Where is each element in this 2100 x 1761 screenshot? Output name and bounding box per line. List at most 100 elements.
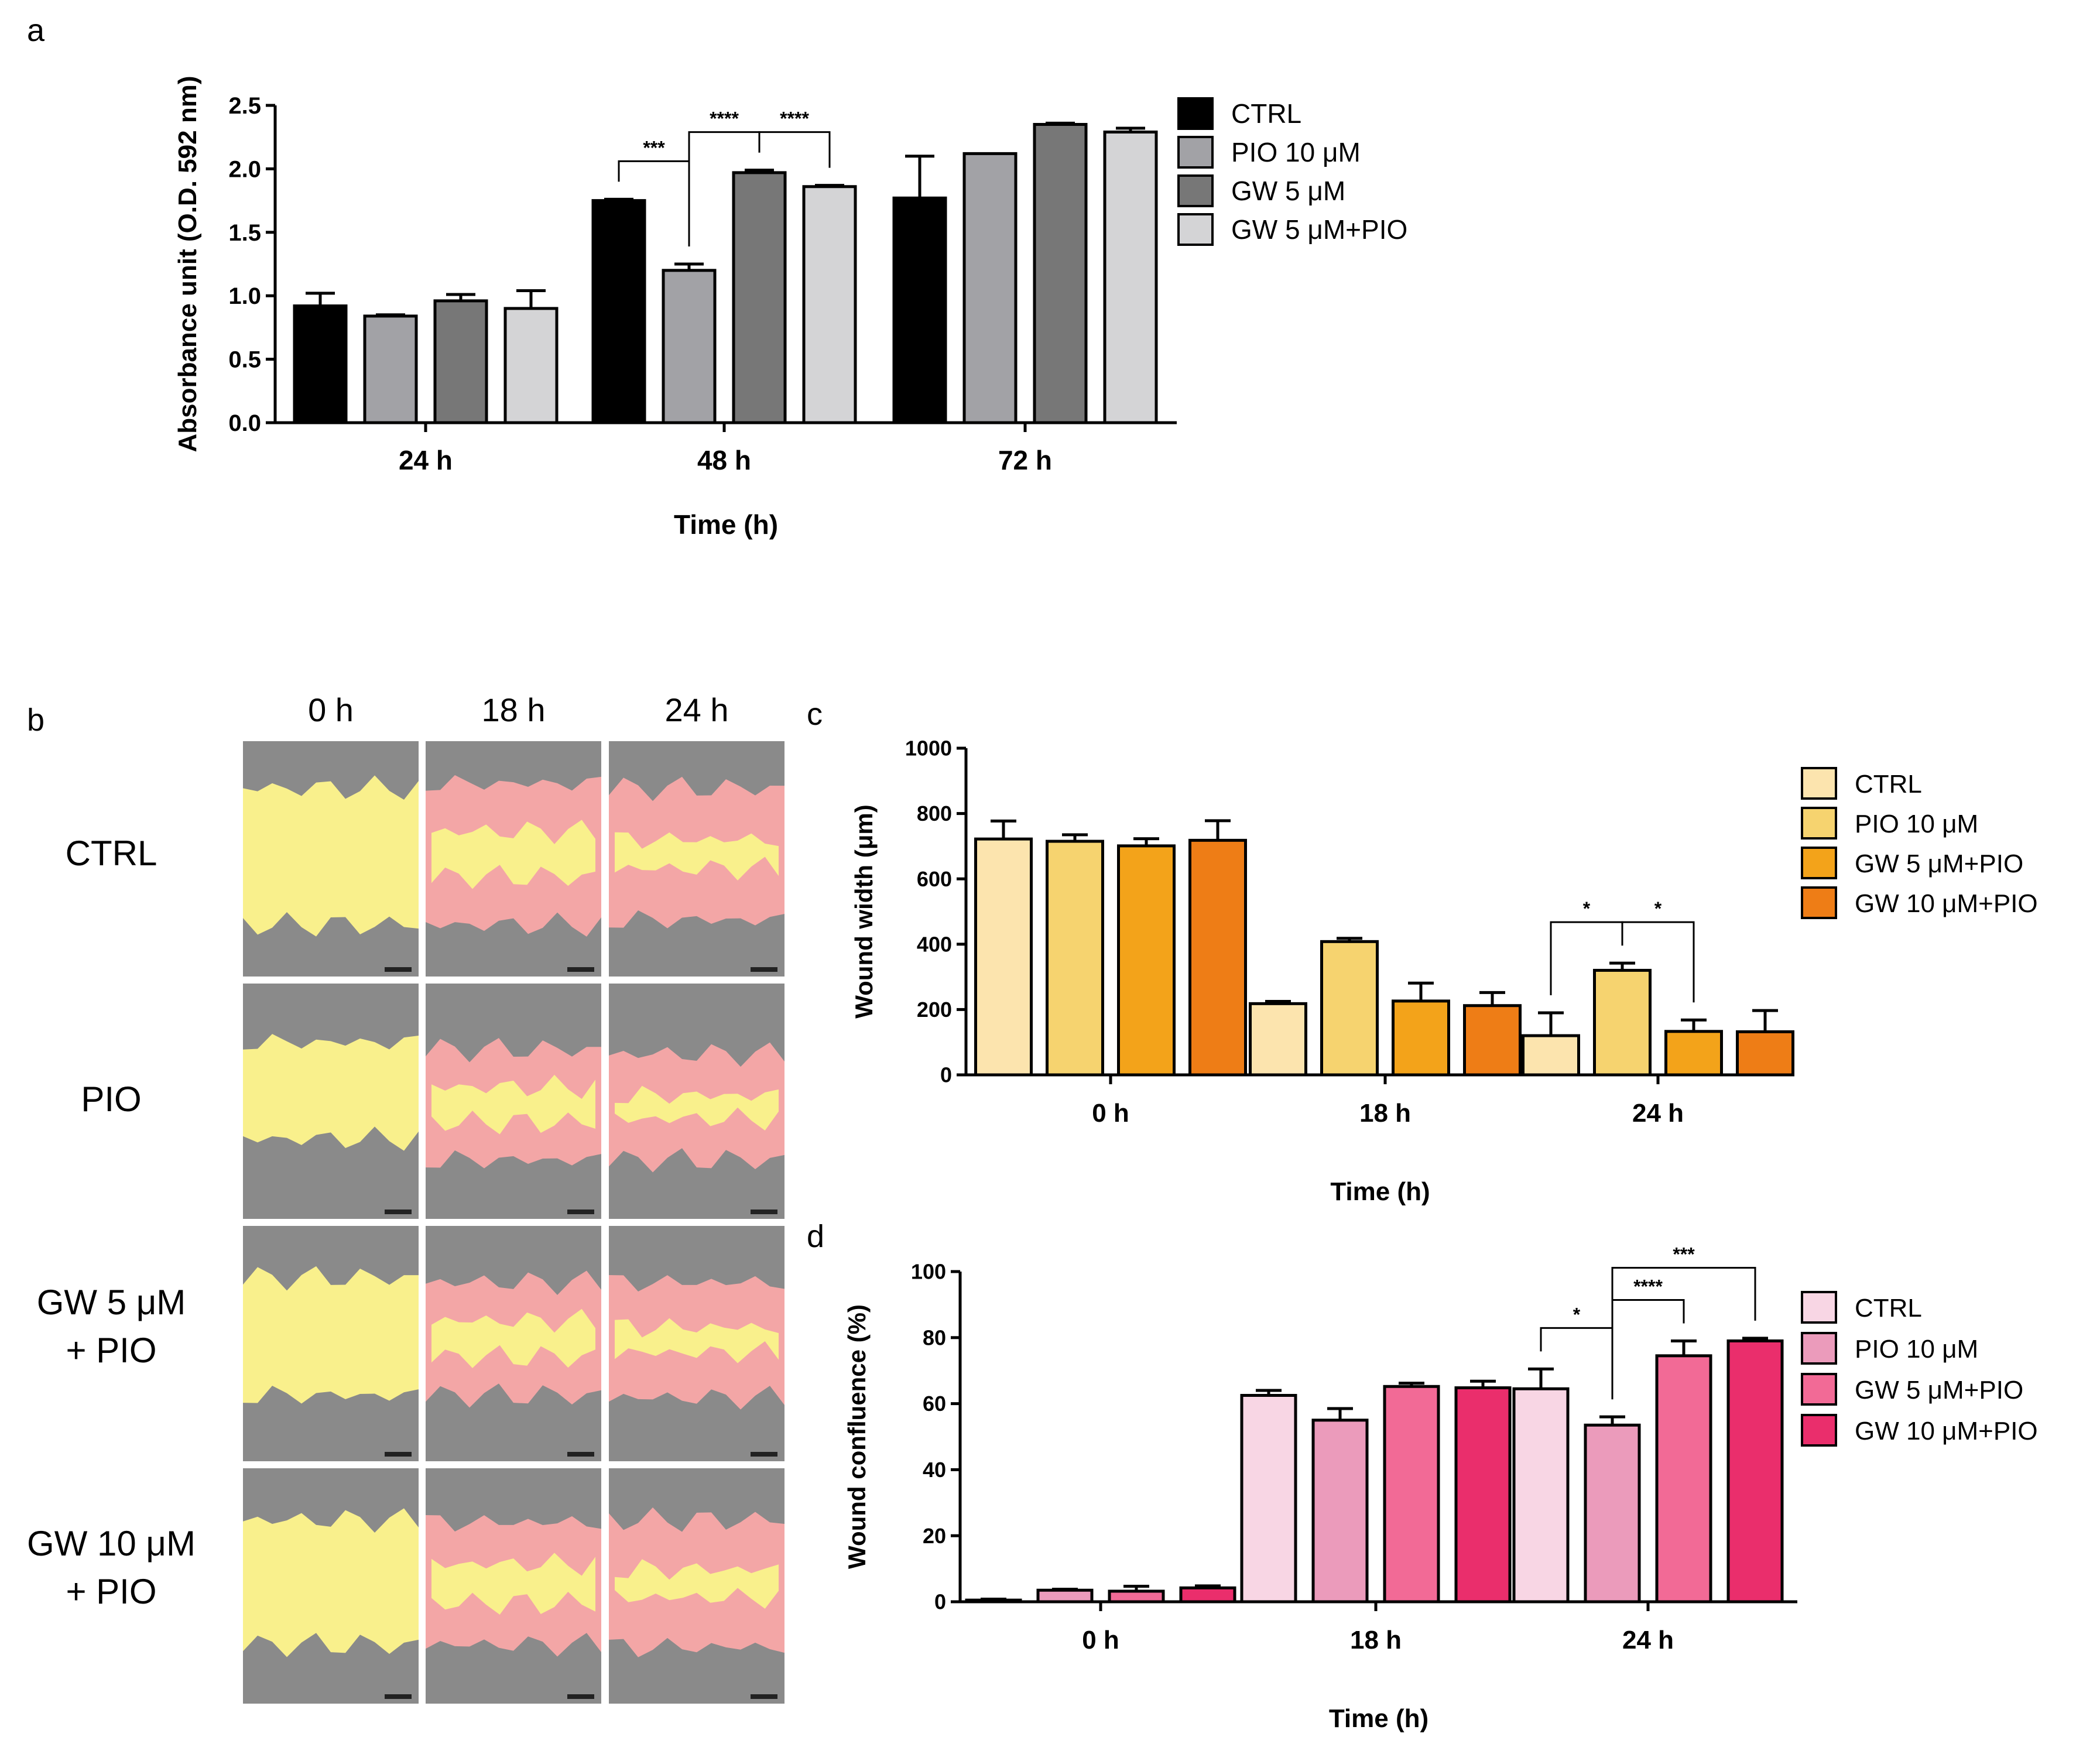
y-tick-label-a-0: 0.0 [228,410,261,436]
bar-a-s2-c0 [433,299,488,424]
legend-swatch-c-3 [1801,886,1837,919]
legend-swatch-a-1 [1177,136,1214,169]
bar-a-s0-c0 [293,304,348,424]
wound-area-open-r0-c0 [243,775,419,937]
wound-area-open-r2-c2 [615,1318,779,1363]
significance-label-a-1: **** [710,108,739,129]
micrograph-column-label-1: 18 h [482,691,546,728]
scale-bar-r1-c1 [567,1210,594,1214]
y-tick-label-d-0: 0 [934,1590,946,1614]
legend-label-d-0: CTRL [1855,1294,1922,1323]
micrograph-row-label-2-0: GW 5 μM [37,1283,186,1322]
micrograph-row-label-2-1: + PIO [66,1331,156,1370]
panel-label-b: b [27,703,44,738]
x-tick-label-a-2: 72 h [998,445,1052,475]
scale-bar-r3-c0 [385,1694,412,1699]
legend-label-a-0: CTRL [1231,98,1301,129]
legend-swatch-d-3 [1801,1414,1837,1447]
scale-bar-r0-c2 [751,967,777,972]
bar-c-s3-c1 [1463,1004,1522,1077]
x-tick-label-c-0: 0 h [1092,1099,1129,1128]
bar-a-s3-c1 [802,185,857,424]
x-tick-label-c-2: 24 h [1632,1099,1684,1128]
legend-swatch-a-2 [1177,174,1214,207]
bar-c-s2-c2 [1664,1030,1723,1077]
legend-label-a-1: PIO 10 μM [1231,137,1361,167]
significance-bracket-c-1 [1621,921,1695,1003]
x-tick-label-d-1: 18 h [1350,1626,1402,1654]
y-tick-label-c-5: 1000 [905,736,952,760]
significance-label-d-2: *** [1673,1243,1695,1265]
y-tick-label-c-2: 400 [917,932,952,956]
chart-wound-width: 0 200 400 600 800 1000 0 h 18 h 24 h Time (h) Woun… [850,736,2038,1206]
bar-d-s1-c2 [1584,1423,1641,1604]
bar-a-s2-c1 [732,171,787,424]
bar-d-s3-c1 [1454,1386,1512,1604]
x-axis-title-a: Time (h) [674,509,778,540]
y-tick-label-a-5: 2.5 [228,93,261,119]
bar-a-s0-c2 [892,196,947,424]
wound-area-open-r0-c2 [615,832,779,880]
bar-a-s3-c2 [1103,131,1158,424]
y-tick-label-c-3: 600 [917,867,952,891]
bar-d-s1-c1 [1311,1419,1369,1604]
micrograph-row-label-3-0: GW 10 μM [27,1524,196,1563]
scale-bar-r0-c0 [385,967,412,972]
legend-label-c-2: GW 5 μM+PIO [1855,849,2023,878]
bar-c-s3-c2 [1736,1030,1794,1077]
scale-bar-r3-c2 [751,1694,777,1699]
y-tick-label-c-1: 200 [917,998,952,1022]
bar-a-s3-c0 [503,307,559,424]
panel-label-c: c [807,697,823,732]
panel-label-d: d [807,1219,824,1254]
legend-label-c-0: CTRL [1855,770,1922,799]
significance-label-c-1: * [1654,898,1662,919]
legend-swatch-d-0 [1801,1291,1837,1324]
y-axis-title-c: Wound width (μm) [850,804,878,1019]
legend-swatch-a-3 [1177,213,1214,246]
bar-a-s1-c0 [363,314,418,424]
bar-d-s3-c0 [1179,1586,1236,1604]
scale-bar-r2-c2 [751,1452,777,1457]
x-tick-label-d-2: 24 h [1622,1626,1674,1654]
bar-c-s1-c1 [1320,940,1379,1077]
bar-a-s2-c2 [1033,123,1088,424]
wound-area-open-r3-c0 [243,1508,419,1657]
wound-area-open-r0-c1 [431,820,595,889]
wound-area-open-r1-c0 [243,1034,419,1151]
bar-d-s1-c0 [1036,1588,1094,1604]
x-tick-label-c-1: 18 h [1359,1099,1411,1128]
scale-bar-r2-c0 [385,1452,412,1457]
bar-d-s0-c1 [1240,1394,1297,1604]
y-tick-label-a-2: 1.0 [228,283,261,309]
legend-swatch-d-2 [1801,1373,1837,1406]
bar-d-s0-c2 [1512,1387,1570,1604]
micrograph-row-label-1-0: PIO [81,1080,141,1119]
scale-bar-r0-c1 [567,967,594,972]
legend-label-d-3: GW 10 μM+PIO [1855,1417,2038,1445]
legend-label-d-2: GW 5 μM+PIO [1855,1376,2023,1404]
wound-area-open-r1-c2 [615,1085,779,1131]
bar-c-s0-c0 [974,837,1033,1077]
x-tick-label-d-0: 0 h [1082,1626,1119,1654]
scale-bar-r1-c2 [751,1210,777,1214]
significance-label-a-0: *** [643,137,665,158]
legend-label-a-2: GW 5 μM [1231,176,1345,206]
bar-d-s2-c1 [1383,1385,1440,1604]
scale-bar-r1-c0 [385,1210,412,1214]
wound-area-open-r2-c1 [431,1308,595,1368]
legend-swatch-a-0 [1177,97,1214,130]
bar-a-s1-c1 [662,269,717,424]
legend-swatch-c-0 [1801,767,1837,800]
bar-c-s3-c0 [1188,838,1247,1077]
x-axis-title-d: Time (h) [1329,1704,1428,1733]
y-tick-label-d-1: 20 [923,1524,946,1548]
significance-label-d-0: * [1573,1304,1581,1325]
y-tick-label-d-4: 80 [923,1325,946,1349]
y-tick-label-d-2: 40 [923,1458,946,1482]
legend-swatch-c-2 [1801,847,1837,879]
micrograph-column-label-0: 0 h [308,691,354,728]
legend-swatch-d-1 [1801,1332,1837,1365]
significance-bracket-a-2 [758,131,831,168]
